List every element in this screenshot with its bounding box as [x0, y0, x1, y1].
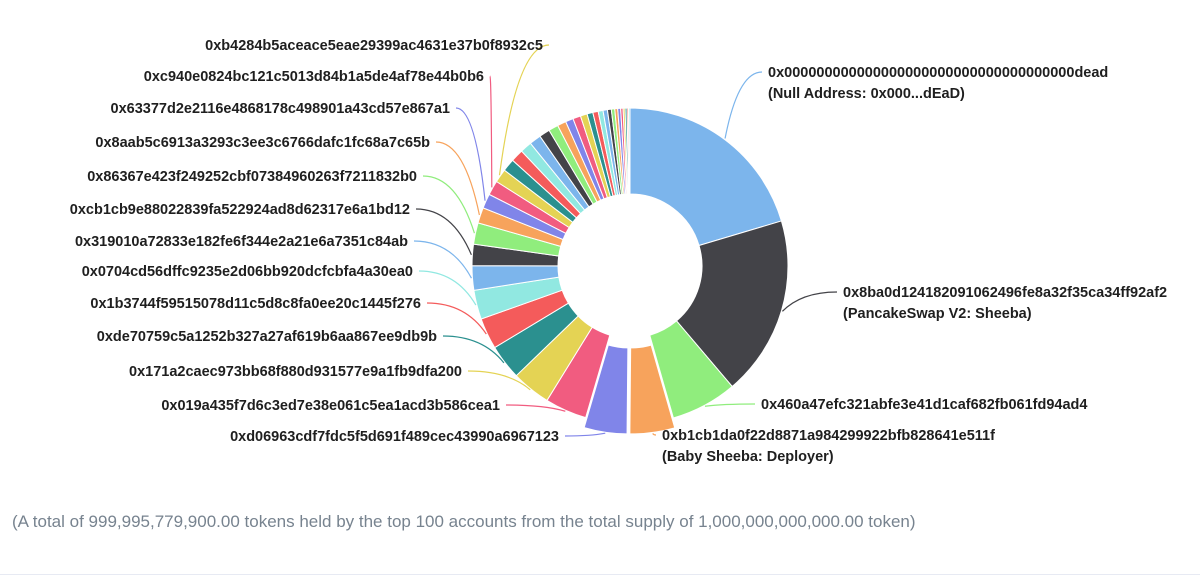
- connector-line-0: [724, 71, 763, 139]
- donut-slice-39[interactable]: [628, 107, 631, 195]
- slice-label-15: 0xc940e0824bc121c5013d84b1a5de4af78e44b0…: [144, 69, 484, 85]
- slice-sublabel-0: (Null Address: 0x000...dEaD): [768, 86, 965, 102]
- connectors-layer: [413, 44, 838, 437]
- slice-label-13: 0x8aab5c6913a3293c3ee3c6766dafc1fc68a7c6…: [95, 135, 430, 151]
- holders-donut-chart: 0x000000000000000000000000000000000000de…: [70, 38, 1167, 465]
- connector-line-8: [426, 302, 487, 335]
- slice-label-8: 0x1b3744f59515078d11c5d8c8fa0ee20c1445f2…: [90, 296, 421, 312]
- donut-slice-3[interactable]: [629, 344, 676, 435]
- donut-slice-2[interactable]: [649, 320, 733, 419]
- connector-line-14: [455, 107, 486, 201]
- slice-label-3: 0xb1cb1da0f22d8871a984299922bfb828641e51…: [662, 428, 995, 444]
- slice-label-12: 0x86367e423f249252cbf07384960263f7211832…: [87, 169, 417, 185]
- connector-line-6: [467, 370, 531, 391]
- connector-line-1: [781, 291, 838, 312]
- connector-line-15: [489, 75, 493, 188]
- connector-line-16: [498, 44, 550, 176]
- connector-line-4: [564, 432, 606, 437]
- donut-slice-1[interactable]: [675, 220, 789, 388]
- slices-layer: [471, 107, 789, 435]
- slice-label-2: 0x460a47efc321abfe3e41d1caf682fb061fd94a…: [761, 397, 1087, 413]
- connector-line-11: [415, 208, 472, 256]
- connector-line-2: [704, 403, 756, 407]
- slice-label-9: 0x0704cd56dffc9235e2d06bb920dcfcbfa4a30e…: [82, 264, 413, 280]
- slice-label-16: 0xb4284b5aceace5eae29399ac4631e37b0f8932…: [205, 38, 543, 54]
- slice-label-11: 0xcb1cb9e88022839fa522924ad8d62317e6a1bd…: [70, 202, 410, 218]
- slice-label-0: 0x000000000000000000000000000000000000de…: [768, 65, 1108, 81]
- bottom-divider: [0, 574, 1200, 575]
- slice-label-5: 0x019a435f7d6c3ed7e38e061c5ea1acd3b586ce…: [161, 398, 500, 414]
- slice-label-14: 0x63377d2e2116e4868178c498901a43cd57e867…: [111, 101, 450, 117]
- slice-label-6: 0x171a2caec973bb68f880d931577e9a1fb9dfa2…: [129, 364, 462, 380]
- donut-slice-4[interactable]: [583, 344, 629, 435]
- slice-sublabel-1: (PancakeSwap V2: Sheeba): [843, 306, 1032, 322]
- holdings-summary-text: (A total of 999,995,779,900.00 tokens he…: [12, 512, 916, 531]
- donut-chart-svg: 0x000000000000000000000000000000000000de…: [70, 38, 1167, 465]
- connector-line-9: [418, 270, 477, 306]
- connector-line-12: [422, 175, 475, 234]
- connector-line-5: [505, 404, 566, 412]
- connector-line-3: [652, 433, 657, 436]
- slice-label-10: 0x319010a72833e182fe6f344e2a21e6a7351c84…: [75, 234, 408, 250]
- slice-label-1: 0x8ba0d124182091062496fe8a32f35ca34ff92a…: [843, 285, 1167, 301]
- connector-line-10: [413, 240, 472, 279]
- slice-label-4: 0xd06963cdf7fdc5f5d691f489cec43990a69671…: [230, 429, 559, 445]
- donut-slice-0[interactable]: [629, 107, 783, 247]
- slice-sublabel-3: (Baby Sheeba: Deployer): [662, 449, 834, 465]
- labels-layer: 0x000000000000000000000000000000000000de…: [70, 38, 1167, 465]
- connector-line-13: [435, 141, 480, 216]
- connector-line-7: [442, 335, 505, 364]
- slice-label-7: 0xde70759c5a1252b327a27af619b6aa867ee9db…: [97, 329, 437, 345]
